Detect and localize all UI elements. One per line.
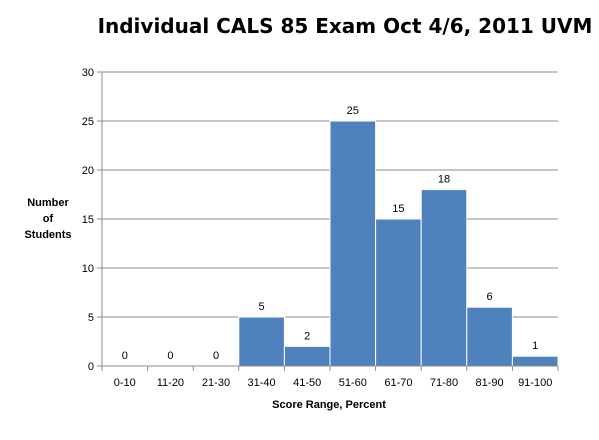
data-label: 2 bbox=[304, 330, 310, 342]
x-tick-label: 0-10 bbox=[114, 377, 136, 389]
bar bbox=[238, 316, 285, 367]
x-tick-label: 31-40 bbox=[248, 377, 276, 389]
data-label: 0 bbox=[213, 350, 219, 362]
y-tick-label: 25 bbox=[82, 116, 94, 128]
x-tick-label: 41-50 bbox=[293, 377, 321, 389]
bar bbox=[466, 306, 513, 367]
bar bbox=[511, 355, 559, 367]
data-label: 15 bbox=[392, 203, 404, 215]
x-tick-label: 91-100 bbox=[518, 377, 552, 389]
data-label: 25 bbox=[347, 105, 359, 117]
x-axis-label: Score Range, Percent bbox=[272, 399, 386, 411]
chart-title: Individual CALS 85 Exam Oct 4/6, 2011 UV… bbox=[97, 14, 593, 38]
y-axis-label-line-3: Students bbox=[24, 229, 72, 241]
y-tick-label: 0 bbox=[88, 361, 94, 373]
y-axis-label-line-2: of bbox=[42, 213, 54, 225]
data-label: 5 bbox=[259, 301, 265, 313]
x-tick-label: 71-80 bbox=[430, 377, 458, 389]
y-tick-label: 20 bbox=[82, 165, 94, 177]
y-tick-label: 5 bbox=[88, 312, 94, 324]
y-tick-label: 30 bbox=[82, 67, 94, 79]
x-tick-label: 61-70 bbox=[384, 377, 412, 389]
x-tick-label: 21-30 bbox=[202, 377, 230, 389]
y-axis-label: Number of Students bbox=[16, 195, 80, 243]
bar bbox=[375, 218, 422, 367]
bar bbox=[329, 120, 377, 367]
y-tick-label: 15 bbox=[82, 214, 94, 226]
x-tick-label: 81-90 bbox=[476, 377, 504, 389]
x-tick-label: 11-20 bbox=[157, 377, 184, 389]
data-label: 0 bbox=[167, 350, 173, 362]
x-tick-label: 51-60 bbox=[339, 377, 367, 389]
bar bbox=[420, 189, 468, 367]
data-label: 1 bbox=[532, 340, 538, 352]
y-axis-label-line-1: Number bbox=[27, 197, 69, 209]
y-tick-label: 10 bbox=[82, 263, 94, 275]
bar bbox=[283, 345, 331, 367]
data-label: 6 bbox=[487, 291, 493, 303]
data-label: 18 bbox=[438, 174, 450, 186]
data-label: 0 bbox=[122, 350, 128, 362]
